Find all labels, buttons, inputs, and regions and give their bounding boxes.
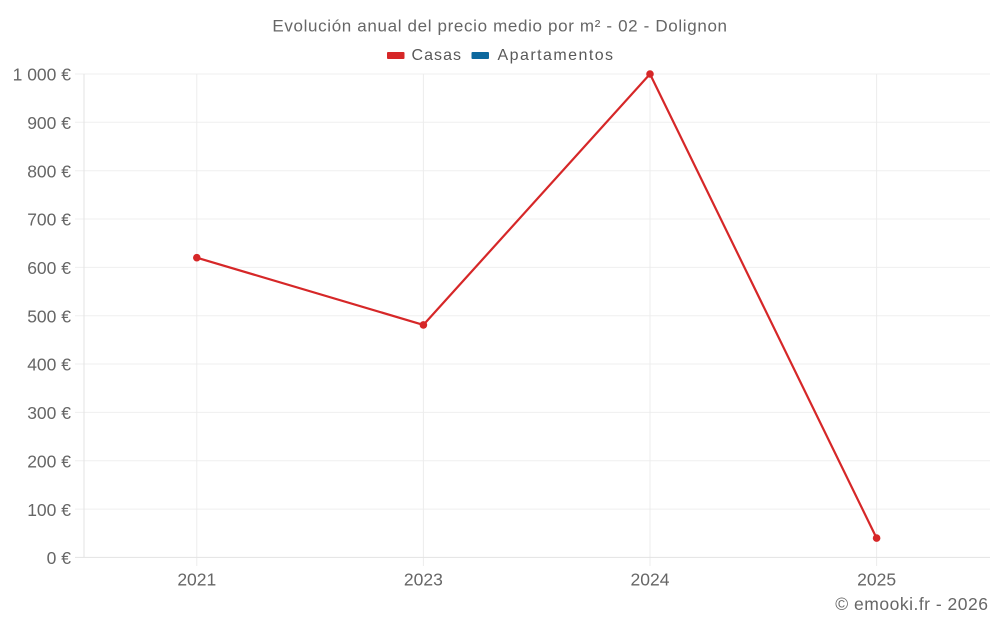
svg-text:2024: 2024 <box>631 569 670 589</box>
svg-text:2025: 2025 <box>857 569 896 589</box>
svg-text:0 €: 0 € <box>47 548 72 568</box>
svg-text:300 €: 300 € <box>27 403 71 423</box>
svg-text:© emooki.fr - 2026: © emooki.fr - 2026 <box>835 594 988 614</box>
svg-text:2023: 2023 <box>404 569 443 589</box>
svg-text:600 €: 600 € <box>27 258 71 278</box>
svg-text:Evolución anual del precio med: Evolución anual del precio medio por m² … <box>272 16 727 35</box>
svg-text:Casas: Casas <box>412 47 463 64</box>
svg-text:100 €: 100 € <box>27 500 71 520</box>
svg-text:1 000 €: 1 000 € <box>13 65 72 85</box>
svg-text:Apartamentos: Apartamentos <box>498 47 615 64</box>
svg-text:400 €: 400 € <box>27 355 71 375</box>
svg-text:900 €: 900 € <box>27 113 71 133</box>
svg-text:500 €: 500 € <box>27 306 71 326</box>
svg-text:2021: 2021 <box>177 569 216 589</box>
svg-text:200 €: 200 € <box>27 451 71 471</box>
svg-text:800 €: 800 € <box>27 161 71 181</box>
svg-text:700 €: 700 € <box>27 210 71 230</box>
